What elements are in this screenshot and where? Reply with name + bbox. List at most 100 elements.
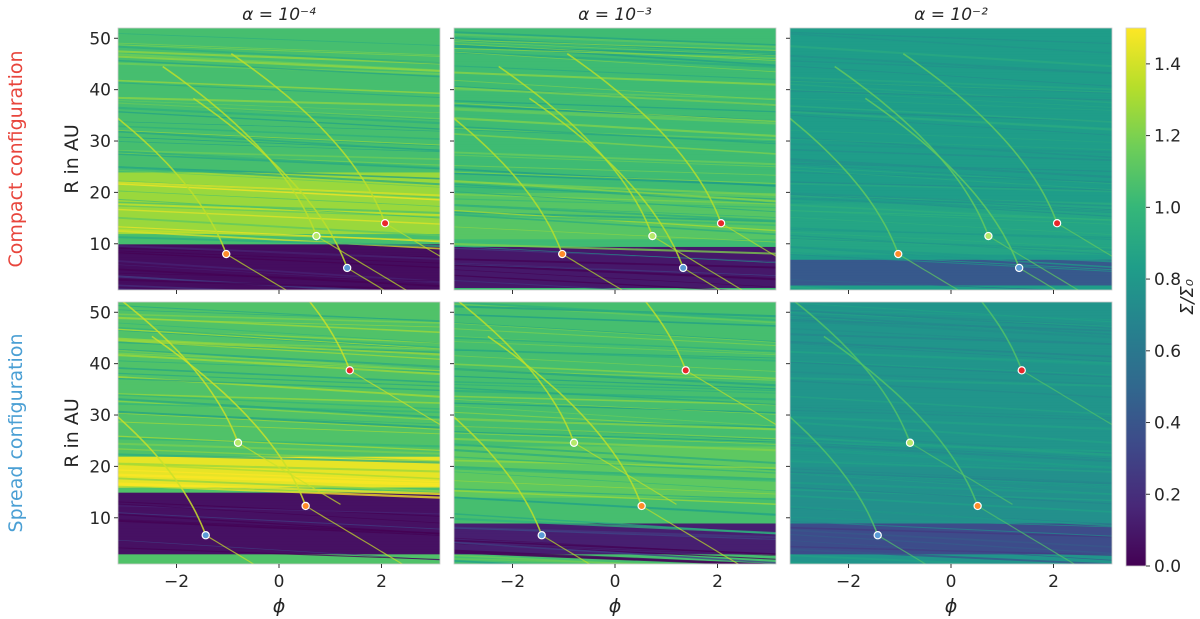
heatmap-band <box>454 146 776 150</box>
heatmap-band <box>454 174 776 178</box>
disc-streak <box>454 269 776 288</box>
heatmap-band <box>118 502 440 506</box>
spiral-wake <box>685 369 776 426</box>
disc-streak <box>790 328 1112 345</box>
disc-streak <box>118 190 440 207</box>
heatmap-band <box>118 391 440 396</box>
heatmap-band <box>118 553 440 557</box>
heatmap-band <box>118 156 440 160</box>
disc-streak <box>790 421 1112 444</box>
disc-streak <box>790 505 1112 527</box>
spiral-wake <box>641 505 740 564</box>
heatmap-band <box>118 450 440 455</box>
disc-streak <box>454 213 776 236</box>
disc-streak <box>454 107 776 123</box>
heatmap-band <box>454 502 776 506</box>
heatmap-band <box>790 340 1112 344</box>
heatmap-band <box>118 422 440 426</box>
heatmap-band <box>118 558 440 563</box>
heatmap-band <box>454 135 776 140</box>
heatmap-band <box>790 399 1112 403</box>
disc-streak <box>454 387 776 406</box>
disc-streak <box>790 529 1112 548</box>
spiral-wake <box>237 442 341 505</box>
heatmap-band <box>790 107 1112 111</box>
heatmap-band <box>118 361 440 365</box>
heatmap-band <box>454 130 776 134</box>
planet-marker <box>1014 263 1024 273</box>
heatmap-band <box>454 274 776 278</box>
row-label: Spread configuration <box>5 334 27 533</box>
heatmap-band <box>118 192 440 196</box>
heatmap-band <box>118 125 440 129</box>
spiral-wake <box>458 302 575 444</box>
heatmap-band <box>790 481 1112 485</box>
heatmap-band <box>790 212 1112 217</box>
disc-streak <box>790 416 1112 430</box>
disc-streak <box>790 302 1112 323</box>
heatmap-band <box>118 161 440 165</box>
disc-streak <box>454 40 776 57</box>
heatmap-band <box>790 314 1112 319</box>
heatmap-band <box>790 128 1112 132</box>
heatmap-band <box>790 105 1112 109</box>
disc-streak <box>118 149 440 161</box>
heatmap-band <box>118 515 440 519</box>
heatmap-band <box>454 520 776 524</box>
heatmap-band <box>454 438 776 442</box>
heatmap-band <box>118 425 440 429</box>
y-tick-label: 30 <box>89 132 111 152</box>
heatmap-band <box>118 94 440 98</box>
heatmap-band <box>790 94 1112 98</box>
heatmap-band <box>454 345 776 349</box>
heatmap-band <box>454 71 776 75</box>
spiral-wake <box>834 65 990 237</box>
x-tick-label: 0 <box>946 572 957 592</box>
disc-streak <box>454 367 776 387</box>
colorbar-tick-label: 0.2 <box>1154 485 1181 505</box>
planet-marker <box>558 249 567 259</box>
heatmap-band <box>454 236 776 240</box>
disc-streak <box>454 45 776 57</box>
disc-streak <box>790 216 1112 235</box>
disc-streak <box>790 90 1112 101</box>
heatmap-band <box>790 504 1112 509</box>
heatmap-band <box>454 138 776 142</box>
heatmap-band <box>790 120 1112 124</box>
heatmap-band <box>118 546 440 550</box>
disc-streak <box>454 341 776 356</box>
colorbar-label: Σ/Σ₀ <box>1177 279 1198 315</box>
planet-marker <box>873 531 882 540</box>
spiral-wake <box>498 65 654 237</box>
heatmap-band <box>118 228 440 232</box>
disc-streak <box>790 342 1112 362</box>
disc-streak <box>454 71 776 86</box>
heatmap-band <box>790 397 1112 401</box>
heatmap-band <box>790 56 1112 60</box>
heatmap-band <box>790 102 1112 106</box>
heatmap-band <box>454 259 776 263</box>
colorbar-tick-label: 1.0 <box>1154 198 1181 218</box>
disc-streak <box>454 554 646 564</box>
planet-marker <box>637 501 646 511</box>
heatmap-band <box>118 236 440 240</box>
disc-streak <box>790 395 1112 416</box>
disc-streak <box>454 47 776 59</box>
heatmap-band <box>454 448 776 452</box>
disc-streak <box>118 55 440 73</box>
heatmap-band <box>454 128 776 132</box>
heatmap-band <box>454 379 776 383</box>
heatmap-band <box>454 412 776 416</box>
heatmap-band <box>118 69 440 73</box>
spiral-wake <box>1018 267 1058 290</box>
heatmap-band <box>454 317 776 321</box>
disc-streak <box>790 60 1112 74</box>
heatmap-band <box>118 389 440 393</box>
disc-streak <box>790 138 1112 151</box>
heatmap-band <box>790 512 1112 516</box>
heatmap-band <box>118 261 440 265</box>
x-axis-label: ϕ <box>273 595 286 617</box>
disc-streak <box>790 446 1112 468</box>
disc-streak <box>118 519 440 535</box>
heatmap-band <box>790 269 1112 273</box>
